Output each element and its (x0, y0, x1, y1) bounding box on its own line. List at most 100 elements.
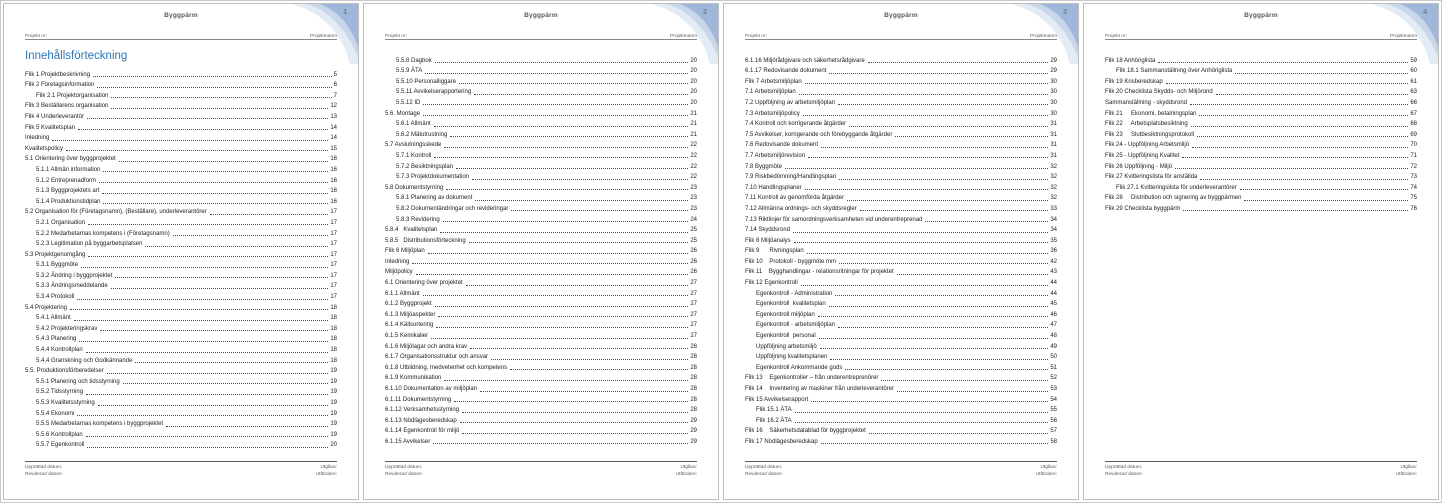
toc-entry[interactable]: 6.1.5 Kemikalier 27 (385, 329, 697, 340)
toc-entry[interactable]: Flik 6 Miljöplan 26 (385, 245, 697, 256)
toc-entry[interactable]: 5.2 Organisation för (Företagsnamn), (Be… (25, 206, 337, 217)
toc-entry[interactable]: 5.3.3 Ändringsmeddelande 17 (25, 280, 337, 291)
toc-entry[interactable]: 5.5.12 ID 20 (385, 96, 697, 107)
toc-entry[interactable]: Flik 23 Slutbesiktningsprotokoll 69 (1105, 128, 1417, 139)
toc-entry[interactable]: Egenkontroll miljöplan 46 (745, 308, 1057, 319)
toc-entry[interactable]: 5.5.6 Kontrollplan 19 (25, 428, 337, 439)
toc-entry[interactable]: 7.14 Skyddsrond 34 (745, 224, 1057, 235)
toc-entry[interactable]: Flik 3 Beställarens organisation 12 (25, 100, 337, 111)
toc-entry[interactable]: 5.1.2 Entreprenadform 16 (25, 174, 337, 185)
toc-entry[interactable]: Flik 2 Företagsinformation 6 (25, 79, 337, 90)
toc-entry[interactable]: Egenkontroll Ankommande gods 51 (745, 361, 1057, 372)
toc-entry[interactable]: 5.6.2 Mätutrustning 21 (385, 128, 697, 139)
toc-entry[interactable]: 5.7.2 Besiktningsplan 22 (385, 160, 697, 171)
toc-entry[interactable]: Miljöpolicy 26 (385, 266, 697, 277)
toc-entry[interactable]: 7.12 Allmänna ordnings- och skyddsregler… (745, 202, 1057, 213)
toc-entry[interactable]: 6.1.6 Miljölagar och andra krav 28 (385, 340, 697, 351)
toc-entry[interactable]: 5.2.2 Medarbetarnas kompetens i (Företag… (25, 227, 337, 238)
toc-entry[interactable]: 6.1.7 Organisationsstruktur och ansvar 28 (385, 351, 697, 362)
toc-entry[interactable]: Flik 11 Bygghandlingar - relationsritnin… (745, 266, 1057, 277)
toc-entry[interactable]: 6.1 Orientering över projektet 27 (385, 276, 697, 287)
toc-entry[interactable]: 5.4 Projektering 18 (25, 301, 337, 312)
toc-entry[interactable]: 5.8 Dokumentstyrning 23 (385, 181, 697, 192)
toc-entry[interactable]: Egenkontroll - Administration 44 (745, 287, 1057, 298)
toc-entry[interactable]: 7.10 Handlingsplaner 32 (745, 181, 1057, 192)
toc-entry[interactable]: Egenkontroll personal 48 (745, 329, 1057, 340)
toc-entry[interactable]: 5.4.3 Planering 18 (25, 333, 337, 344)
toc-entry[interactable]: Egenkontroll kvalitetsplan 45 (745, 298, 1057, 309)
toc-entry[interactable]: 5.4.4 Kontrollplan 18 (25, 343, 337, 354)
toc-entry[interactable]: Flik 7 Arbetsmiljöplan 30 (745, 75, 1057, 86)
toc-entry[interactable]: Inledning 26 (385, 255, 697, 266)
toc-entry[interactable]: 5.8.4 Kvalitetsplan 25 (385, 224, 697, 235)
toc-entry[interactable]: 6.1.14 Egenkontroll för miljö 29 (385, 425, 697, 436)
toc-entry[interactable]: Flik 27.1 Kvitteringslista för underleve… (1105, 181, 1417, 192)
toc-entry[interactable]: 5.6. Montage 21 (385, 107, 697, 118)
toc-entry[interactable]: 5.5.5 Medarbetarnas kompetens i byggproj… (25, 418, 337, 429)
toc-entry[interactable]: 7.3 Arbetsmiljöpolicy 30 (745, 107, 1057, 118)
toc-entry[interactable]: 6.1.16 Miljörådgivare och säkerhetsrådgi… (745, 54, 1057, 65)
toc-entry[interactable]: 5.1.4 Produktionstidplan 16 (25, 195, 337, 206)
toc-entry[interactable]: 5.8.3 Revidering 24 (385, 213, 697, 224)
toc-entry[interactable]: 6.1.13 Nödlägesberedskap 29 (385, 414, 697, 425)
toc-entry[interactable]: 5.5.11 Avvikelserapportering 20 (385, 86, 697, 97)
toc-entry[interactable]: 5.7.1 Kontroll 22 (385, 149, 697, 160)
toc-entry[interactable]: Flik 10 Protokoll - byggmöte mm 42 (745, 255, 1057, 266)
toc-entry[interactable]: Flik 27 Kvitteringslista för anställda 73 (1105, 171, 1417, 182)
toc-entry[interactable]: 5.5.2 Tidsstyrning 19 (25, 386, 337, 397)
toc-entry[interactable]: 5.8.5 Distributionsförteckning 25 (385, 234, 697, 245)
toc-entry[interactable]: 6.1.10 Dokumentation av miljöplan 28 (385, 382, 697, 393)
toc-entry[interactable]: 5.6.1 Allmänt 21 (385, 118, 697, 129)
toc-entry[interactable]: 7.11 Kontroll av genomförda åtgärder 32 (745, 192, 1057, 203)
toc-entry[interactable]: 5.7 Avslutningsskede 22 (385, 139, 697, 150)
toc-entry[interactable]: Flik 13 Egenkontroller – från underentre… (745, 372, 1057, 383)
toc-entry[interactable]: Flik 8 Miljöanalys 35 (745, 234, 1057, 245)
toc-entry[interactable]: Flik 5 Kvalitetsplan 14 (25, 121, 337, 132)
toc-entry[interactable]: 5.2.3 Legitimation på byggarbetsplatsen 1… (25, 238, 337, 249)
toc-entry[interactable]: 6.1.12 Verksamhetsstyrning 28 (385, 404, 697, 415)
toc-entry[interactable]: Flik 19 Krisberedskap 61 (1105, 75, 1417, 86)
toc-entry[interactable]: 7.8 Byggmöte 32 (745, 160, 1057, 171)
toc-entry[interactable]: 7.2 Uppföljning av arbetsmiljöplan 30 (745, 96, 1057, 107)
toc-entry[interactable]: 5.5.8 Dagbok 20 (385, 54, 697, 65)
toc-entry[interactable]: Flik 16.2 ÄTA 56 (745, 414, 1057, 425)
toc-entry[interactable]: 7.5 Avvikelser, korrigerande och förebyg… (745, 128, 1057, 139)
toc-entry[interactable]: 5.4.1 Allmänt 18 (25, 312, 337, 323)
toc-entry[interactable]: Flik 20 Checklista Skydds- och Miljörond… (1105, 86, 1417, 97)
toc-entry[interactable]: 5.1.1 Allmän information 16 (25, 163, 337, 174)
toc-entry[interactable]: 5.3.1 Byggmöte 17 (25, 259, 337, 270)
toc-entry[interactable]: 5.8.2 Dokumentändringar och revideringar… (385, 202, 697, 213)
toc-entry[interactable]: 6.1.15 Avvikelser 29 (385, 435, 697, 446)
toc-entry[interactable]: 7.6 Redovisande dokument 31 (745, 139, 1057, 150)
toc-entry[interactable]: 7.1 Arbetsmiljöplan 30 (745, 86, 1057, 97)
toc-entry[interactable]: Flik 15.1 ÄTA 55 (745, 404, 1057, 415)
toc-entry[interactable]: 5.5. Produktionsförberedelser 19 (25, 365, 337, 376)
toc-entry[interactable]: 6.1.4 Källsortering 27 (385, 319, 697, 330)
toc-entry[interactable]: 5.5.7 Egenkontroll 20 (25, 439, 337, 450)
toc-entry[interactable]: 6.1.17 Redovisande dokument 29 (745, 65, 1057, 76)
toc-entry[interactable]: Flik 9 Rivningsplan 36 (745, 245, 1057, 256)
toc-entry[interactable]: Flik 26 Uppföljning - Miljö 72 (1105, 160, 1417, 171)
toc-entry[interactable]: Flik 24 - Uppföljning Arbetsmiljö 70 (1105, 139, 1417, 150)
toc-entry[interactable]: 5.2.1 Organisation 17 (25, 216, 337, 227)
toc-entry[interactable]: 7.9 Riskbedömning/Handlingsplan 32 (745, 171, 1057, 182)
toc-entry[interactable]: Flik 18.1 Sammanställning över Anhörigli… (1105, 65, 1417, 76)
toc-entry[interactable]: Flik 1 Projektbeskrivning 5 (25, 68, 337, 79)
toc-entry[interactable]: 5.4.4 Granskning och Godkännande 18 (25, 354, 337, 365)
toc-entry[interactable]: 6.1.1 Allmänt 27 (385, 287, 697, 298)
toc-entry[interactable]: Kvalitetspolicy 15 (25, 142, 337, 153)
toc-entry[interactable]: Flik 12 Egenkontroll 44 (745, 276, 1057, 287)
toc-entry[interactable]: 5.5.3 Kvalitetsstyrning 19 (25, 396, 337, 407)
toc-entry[interactable]: Uppföljning arbetsmiljö 49 (745, 340, 1057, 351)
toc-entry[interactable]: Flik 22 Arbetsplatsbesiktning 68 (1105, 118, 1417, 129)
toc-entry[interactable]: Inledning 14 (25, 132, 337, 143)
toc-entry[interactable]: 5.7.3 Projektdokumentation 22 (385, 171, 697, 182)
toc-entry[interactable]: 7.7 Arbetsmiljörevision 31 (745, 149, 1057, 160)
toc-entry[interactable]: 5.4.2 Projekteringskrav 18 (25, 322, 337, 333)
toc-entry[interactable]: 5.1 Orientering över byggprojektet 16 (25, 153, 337, 164)
toc-entry[interactable]: Flik 28 Distribution och signering av by… (1105, 192, 1417, 203)
toc-entry[interactable]: Flik 16 Säkerhetsdatablad för byggprojek… (745, 425, 1057, 436)
toc-entry[interactable]: 5.5.9 ÄTA 20 (385, 65, 697, 76)
toc-entry[interactable]: Flik 29 Checklista byggpärm 76 (1105, 202, 1417, 213)
toc-entry[interactable]: 6.1.8 Utbildning, medvetenhet och kompet… (385, 361, 697, 372)
